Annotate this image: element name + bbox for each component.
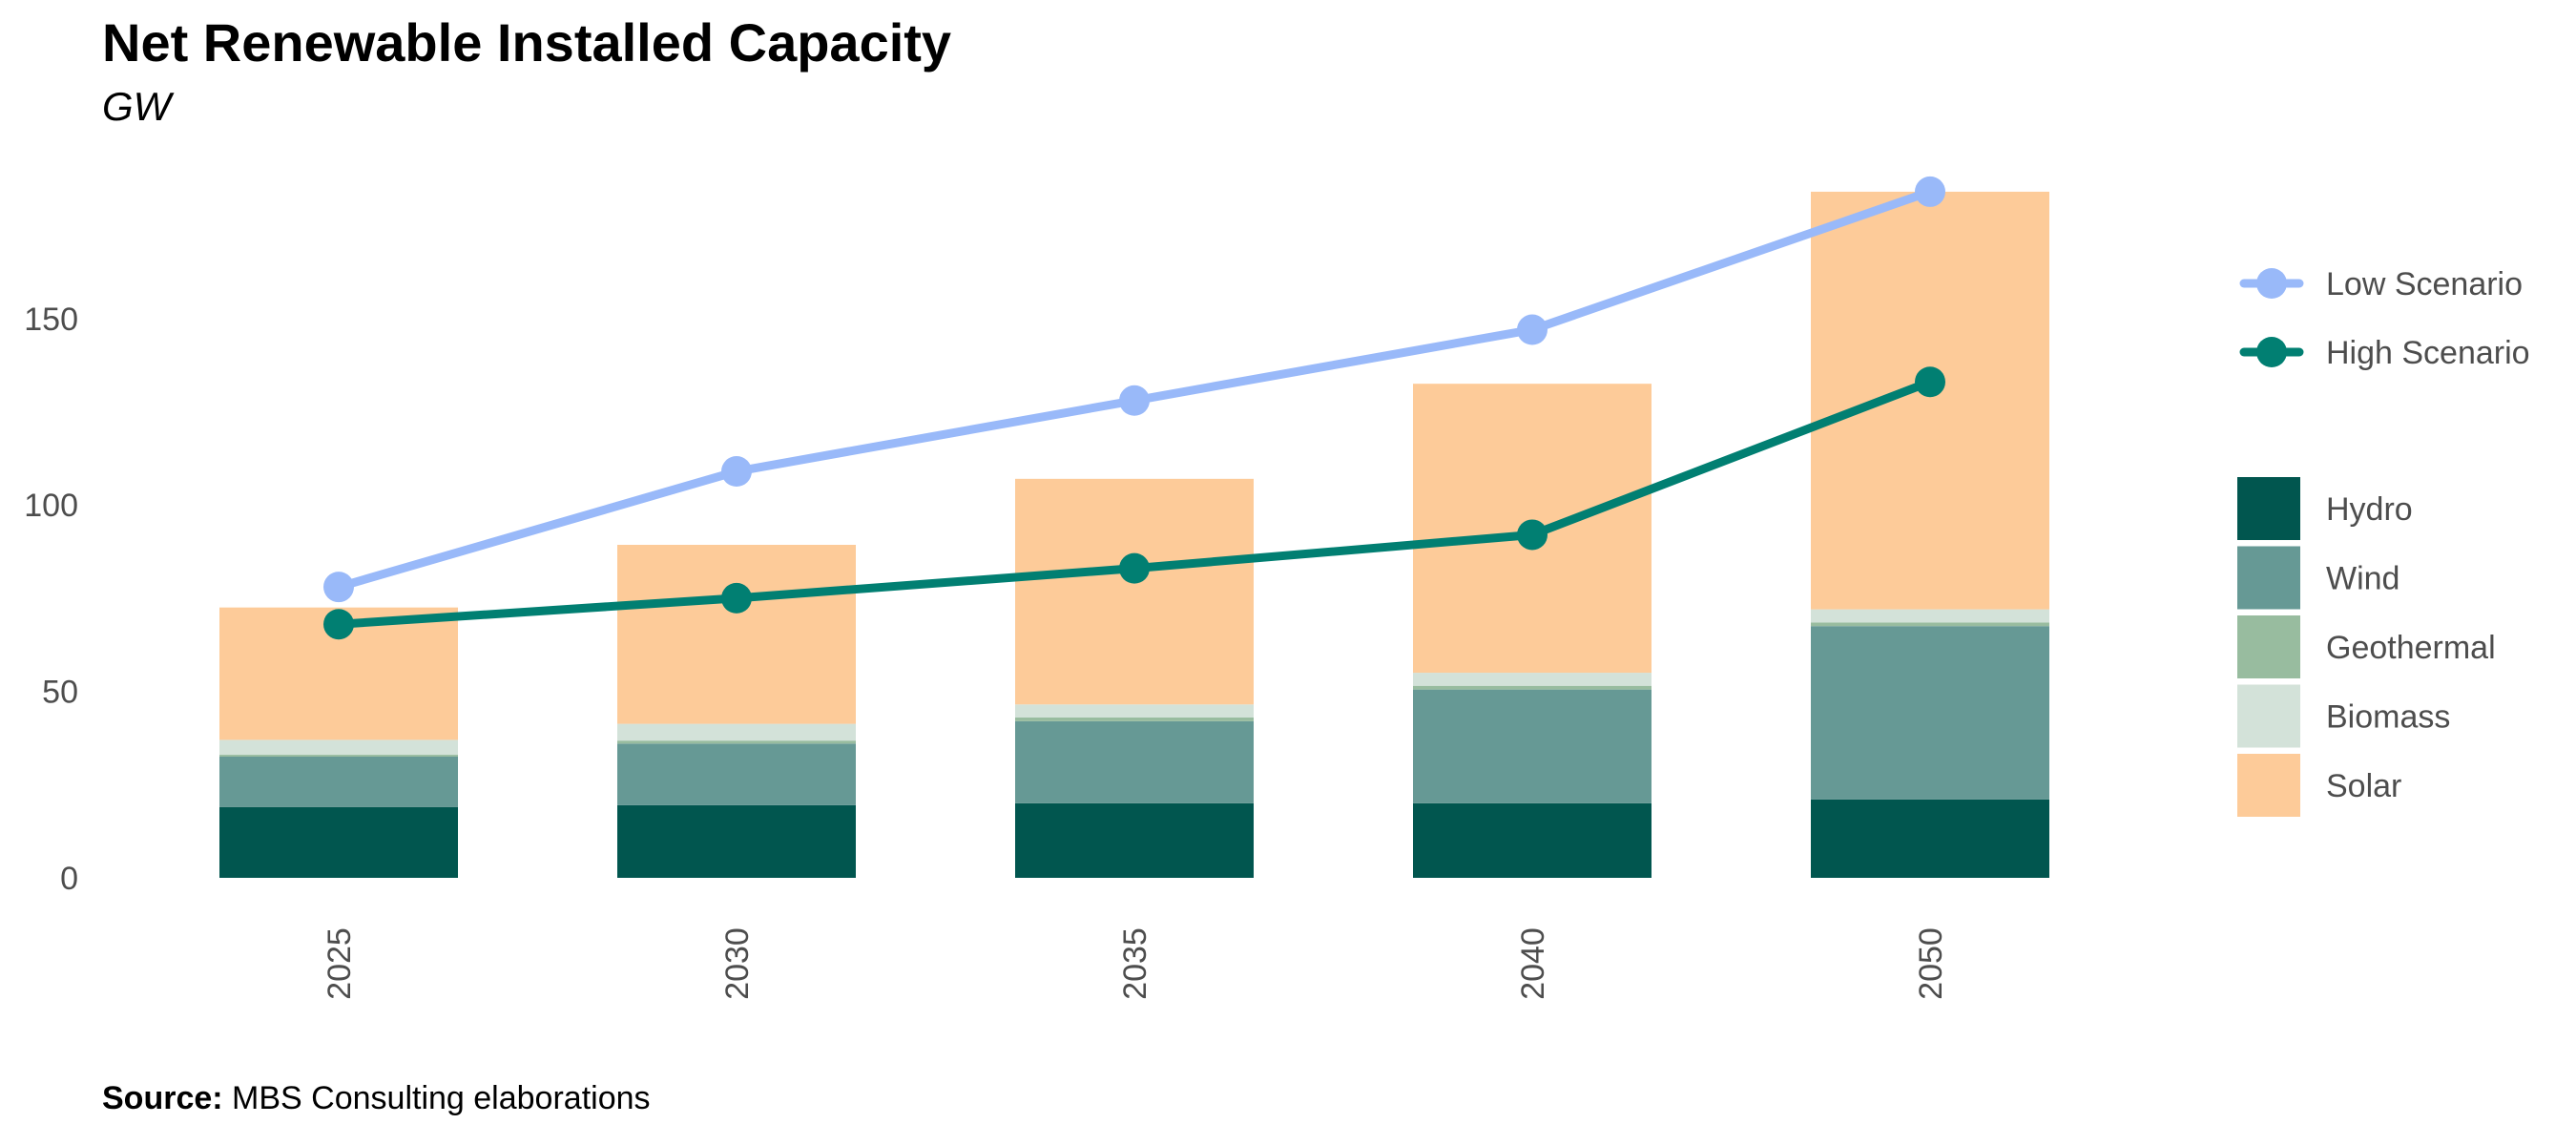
legend-label-wind: Wind — [2326, 561, 2399, 597]
line-layer — [323, 176, 1945, 640]
source-note: Source: MBS Consulting elaborations — [102, 1080, 651, 1117]
point-low-scenario-2040 — [1517, 314, 1548, 345]
bar-wind-2040 — [1413, 689, 1652, 803]
legend-marker-low-scenario — [2256, 268, 2287, 299]
bar-wind-2035 — [1015, 720, 1254, 803]
legend-swatch-biomass — [2237, 684, 2300, 748]
y-tick-label: 0 — [60, 861, 78, 897]
bar-geothermal-2040 — [1413, 685, 1652, 690]
x-tick-label: 2035 — [1117, 927, 1153, 1000]
legend-label-high-scenario: High Scenario — [2326, 335, 2530, 371]
bar-wind-2030 — [617, 743, 856, 805]
x-tick-label: 2025 — [322, 927, 358, 1000]
bar-biomass-2030 — [617, 723, 856, 741]
point-high-scenario-2030 — [721, 582, 752, 614]
point-high-scenario-2025 — [323, 609, 354, 640]
legend-swatch-wind — [2237, 546, 2300, 610]
bar-solar-2030 — [617, 545, 856, 724]
point-high-scenario-2035 — [1119, 552, 1150, 584]
bar-solar-2035 — [1015, 478, 1254, 705]
point-high-scenario-2040 — [1517, 519, 1548, 551]
x-tick-label: 2030 — [719, 927, 756, 1000]
legend-label-biomass: Biomass — [2326, 699, 2450, 736]
legend: Low Scenario High Scenario Hydro Wind Geothe… — [2237, 266, 2530, 817]
y-axis: 0 50 100 150 — [24, 302, 78, 897]
bar-layer — [219, 191, 2049, 878]
legend-swatch-solar — [2237, 754, 2300, 817]
bar-biomass-2025 — [219, 739, 458, 756]
point-high-scenario-2050 — [1915, 366, 1945, 398]
chart-subtitle: GW — [102, 84, 172, 129]
point-low-scenario-2035 — [1119, 385, 1150, 416]
legend-marker-high-scenario — [2256, 337, 2287, 367]
bar-geothermal-2030 — [617, 740, 856, 744]
bar-geothermal-2025 — [219, 755, 458, 757]
legend-swatch-hydro — [2237, 477, 2300, 540]
bar-hydro-2040 — [1413, 802, 1652, 878]
x-tick-label: 2050 — [1913, 927, 1949, 1000]
y-tick-label: 50 — [42, 675, 78, 711]
bar-solar-2050 — [1811, 191, 2049, 610]
bar-biomass-2050 — [1811, 609, 2049, 623]
legend-label-geothermal: Geothermal — [2326, 630, 2496, 666]
bar-wind-2050 — [1811, 626, 2049, 800]
bar-geothermal-2050 — [1811, 622, 2049, 627]
bar-hydro-2025 — [219, 806, 458, 878]
x-axis: 2025 2030 2035 2040 2050 — [322, 927, 1949, 1000]
y-tick-label: 150 — [24, 302, 78, 338]
bar-biomass-2040 — [1413, 673, 1652, 686]
legend-swatch-geothermal — [2237, 615, 2300, 678]
bar-biomass-2035 — [1015, 704, 1254, 718]
y-tick-label: 100 — [24, 488, 78, 524]
chart-title: Net Renewable Installed Capacity — [102, 12, 952, 73]
point-low-scenario-2050 — [1915, 176, 1945, 207]
source-label: Source: — [102, 1080, 223, 1116]
bar-wind-2025 — [219, 756, 458, 807]
x-tick-label: 2040 — [1515, 927, 1551, 1000]
bar-geothermal-2035 — [1015, 717, 1254, 721]
bar-hydro-2050 — [1811, 799, 2049, 878]
point-low-scenario-2025 — [323, 572, 354, 603]
legend-label-hydro: Hydro — [2326, 491, 2413, 528]
legend-label-low-scenario: Low Scenario — [2326, 266, 2523, 302]
source-text: MBS Consulting elaborations — [232, 1080, 651, 1116]
point-low-scenario-2030 — [721, 456, 752, 488]
legend-label-solar: Solar — [2326, 768, 2401, 804]
bar-hydro-2035 — [1015, 802, 1254, 878]
bar-hydro-2030 — [617, 804, 856, 878]
